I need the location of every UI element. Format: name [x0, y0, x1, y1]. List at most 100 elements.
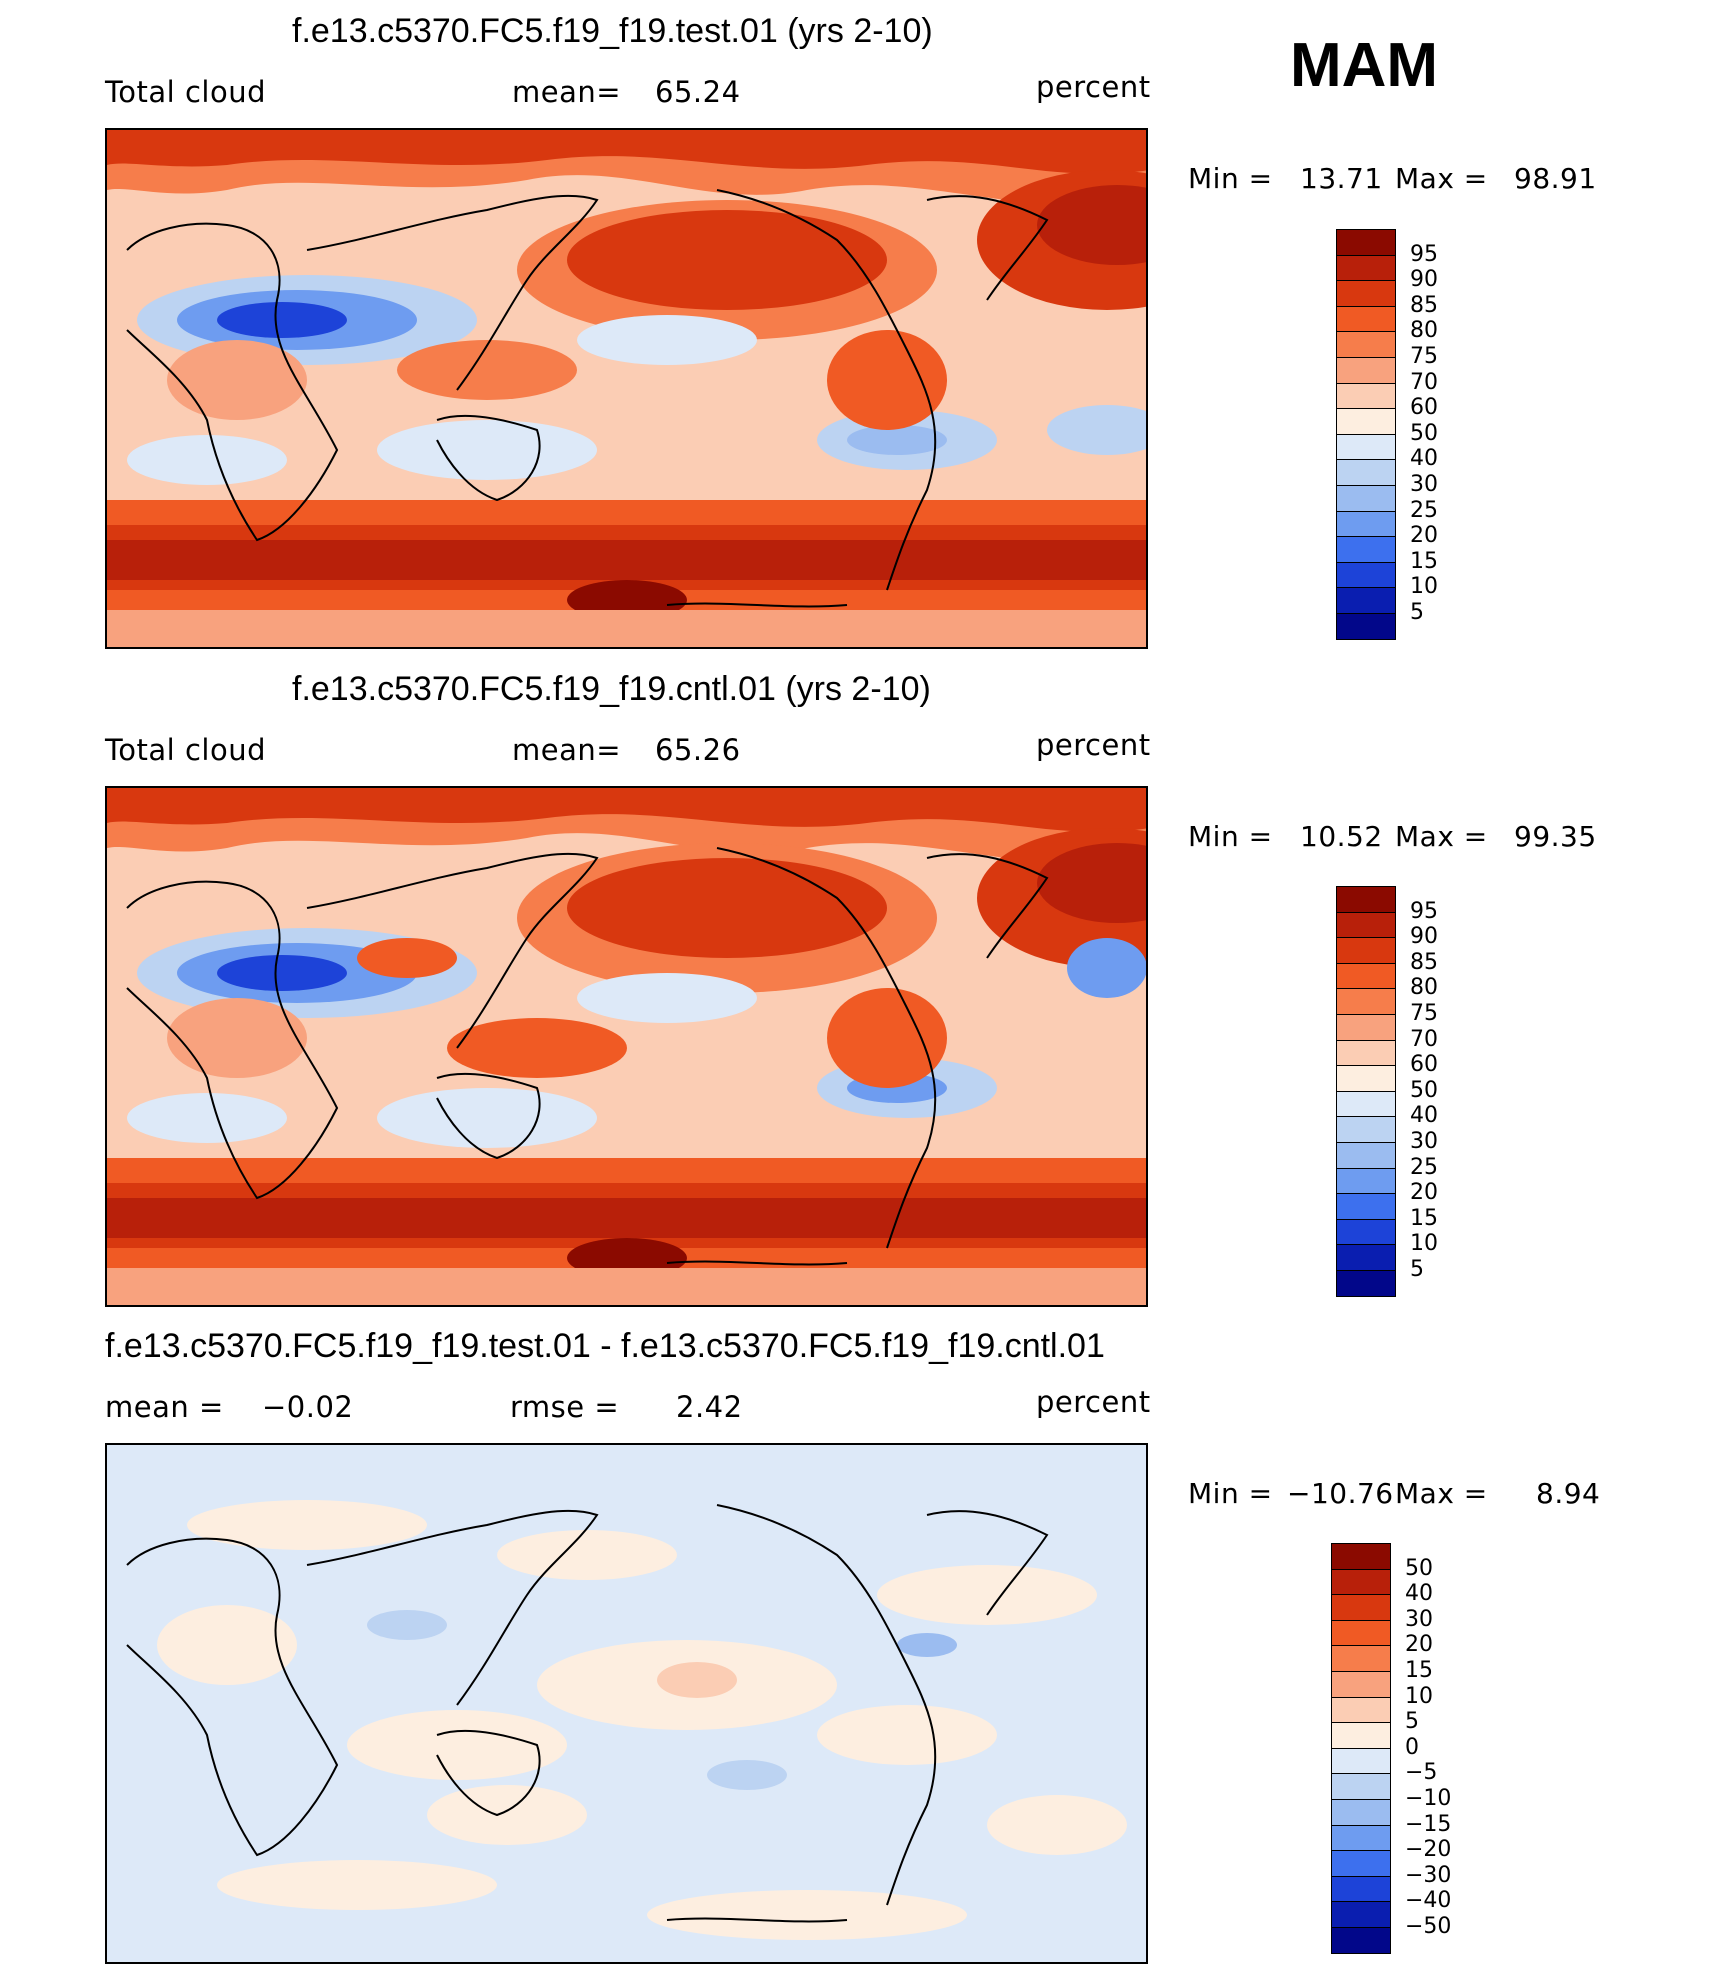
panel-2-min-value: 10.52: [1300, 820, 1383, 853]
panel-3-colorbar-tick-label: −30: [1405, 1862, 1452, 1888]
panel-1-colorbar-tick-label: 20: [1410, 523, 1438, 549]
panel-3-map: [105, 1443, 1148, 1964]
panel-1-colorbar-swatch: [1336, 254, 1396, 282]
panel-3-colorbar-swatch: [1331, 1773, 1391, 1800]
panel-1-colorbar-swatch: [1336, 561, 1396, 589]
panel-2-colorbar-tick-label: 95: [1410, 898, 1438, 924]
panel-1-colorbar-swatch: [1336, 280, 1396, 307]
panel-1-colorbar-tick-label: 75: [1410, 344, 1438, 369]
panel-1-colorbar-tick-label: 15: [1410, 548, 1438, 574]
panel-3-colorbar-tick-label: −20: [1405, 1837, 1452, 1863]
panel-2-map: [105, 786, 1148, 1307]
panel-1-colorbar-tick-label: 40: [1410, 446, 1438, 472]
panel-3-colorbar-swatch: [1331, 1543, 1391, 1570]
panel-3-colorbar-tick-label: 15: [1405, 1658, 1433, 1683]
panel-3-mean-label: mean =: [105, 1390, 224, 1424]
panel-2-colorbar-swatch: [1336, 1090, 1396, 1118]
panel-2-max-label: Max =: [1395, 820, 1488, 853]
panel-3-max-label: Max =: [1395, 1477, 1488, 1510]
panel-1-mean-label: mean=: [512, 75, 622, 109]
panel-3-colorbar-tick-label: 5: [1405, 1709, 1419, 1735]
panel-3-rmse-label: rmse =: [510, 1390, 620, 1424]
panel-3-title: f.e13.c5370.FC5.f19_f19.test.01 - f.e13.…: [105, 1327, 1105, 1365]
panel-2-colorbar-tick-label: 50: [1410, 1077, 1438, 1103]
panel-2-variable-label: Total cloud: [105, 733, 266, 767]
panel-1-map: [105, 128, 1148, 649]
panel-1-map-canvas: [107, 130, 1146, 647]
panel-1-colorbar-swatch: [1336, 408, 1396, 435]
panel-1-mean-value: 65.24: [655, 75, 741, 109]
panel-2-colorbar-tick-label: 80: [1410, 975, 1438, 1001]
panel-2-colorbar-swatch: [1336, 1270, 1396, 1297]
panel-1-colorbar-tick-label: 85: [1410, 292, 1438, 318]
panel-3-colorbar-tick-label: −10: [1405, 1786, 1452, 1811]
panel-3-colorbar-swatch: [1331, 1875, 1391, 1903]
panel-3-colorbar-tick-label: −40: [1405, 1888, 1452, 1914]
panel-1-variable-label: Total cloud: [105, 75, 266, 109]
panel-2-colorbar-swatch: [1336, 911, 1396, 939]
panel-1-colorbar-swatch: [1336, 510, 1396, 538]
panel-1-colorbar-swatch: [1336, 536, 1396, 563]
panel-1-colorbar-swatch: [1336, 305, 1396, 333]
panel-2-colorbar-swatch: [1336, 1193, 1396, 1220]
panel-2-min-label: Min =: [1188, 820, 1273, 853]
panel-2-colorbar-swatch: [1336, 1014, 1396, 1041]
panel-3-colorbar-tick-label: 10: [1405, 1683, 1433, 1709]
panel-2-colorbar-swatch: [1336, 1142, 1396, 1169]
panel-3-colorbar-tick-label: 40: [1405, 1581, 1433, 1607]
panel-2-colorbar-tick-label: 30: [1410, 1129, 1438, 1154]
panel-2-colorbar-tick-label: 40: [1410, 1103, 1438, 1129]
panel-1-colorbar-tick-label: 90: [1410, 267, 1438, 293]
panel-3-colorbar-swatch: [1331, 1824, 1391, 1852]
panel-3-colorbar-swatch: [1331, 1696, 1391, 1724]
panel-2-colorbar-tick-label: 90: [1410, 924, 1438, 950]
panel-3-colorbar-swatch: [1331, 1568, 1391, 1596]
panel-2-colorbar-swatch: [1336, 1039, 1396, 1067]
panel-1-colorbar-tick-label: 25: [1410, 497, 1438, 523]
panel-2-colorbar-tick-label: 85: [1410, 949, 1438, 975]
panel-3-colorbar-swatch: [1331, 1722, 1391, 1749]
panel-2-map-canvas: [107, 788, 1146, 1305]
panel-2-colorbar-tick-label: 70: [1410, 1026, 1438, 1052]
panel-2-colorbar-tick-label: 20: [1410, 1180, 1438, 1206]
panel-1-colorbar-tick-label: 5: [1410, 600, 1424, 625]
panel-3-mean-value: −0.02: [262, 1390, 354, 1424]
panel-3-colorbar-swatch: [1331, 1799, 1391, 1826]
panel-1-colorbar-swatch: [1336, 331, 1396, 358]
panel-3-colorbar-tick-label: 20: [1405, 1632, 1433, 1658]
panel-1-colorbar-tick-label: 80: [1410, 318, 1438, 344]
panel-2-colorbar-swatch: [1336, 886, 1396, 913]
panel-1-colorbar-swatch: [1336, 613, 1396, 640]
panel-2-mean-value: 65.26: [655, 733, 741, 767]
panel-3-colorbar-swatch: [1331, 1927, 1391, 1954]
panel-2-colorbar-swatch: [1336, 988, 1396, 1015]
panel-1-colorbar-swatch: [1336, 382, 1396, 410]
panel-1-title: f.e13.c5370.FC5.f19_f19.test.01 (yrs 2-1…: [292, 12, 933, 50]
panel-1-units: percent: [1036, 70, 1151, 104]
panel-2-colorbar-tick-label: 5: [1410, 1257, 1424, 1282]
panel-3-colorbar-tick-label: −50: [1405, 1914, 1452, 1939]
panel-1-max-value: 98.91: [1514, 162, 1597, 195]
panel-3-colorbar-swatch: [1331, 1619, 1391, 1647]
panel-2-max-value: 99.35: [1514, 820, 1597, 853]
panel-2-colorbar-tick-label: 15: [1410, 1205, 1438, 1231]
panel-1-colorbar-tick-label: 70: [1410, 369, 1438, 395]
panel-2-colorbar-tick-label: 75: [1410, 1001, 1438, 1026]
panel-3-max-value: 8.94: [1536, 1477, 1601, 1510]
panel-3-colorbar-swatch: [1331, 1901, 1391, 1928]
panel-3-colorbar-swatch: [1331, 1671, 1391, 1698]
panel-2-title: f.e13.c5370.FC5.f19_f19.cntl.01 (yrs 2-1…: [292, 670, 931, 708]
panel-3-colorbar-tick-label: 50: [1405, 1555, 1433, 1581]
panel-1-min-value: 13.71: [1300, 162, 1383, 195]
panel-1-colorbar-swatch: [1336, 485, 1396, 512]
panel-1-colorbar-tick-label: 50: [1410, 420, 1438, 446]
panel-3-rmse-value: 2.42: [676, 1390, 743, 1424]
panel-3-colorbar-swatch: [1331, 1645, 1391, 1672]
panel-2-colorbar-tick-label: 10: [1410, 1231, 1438, 1257]
panel-2-colorbar-swatch: [1336, 962, 1396, 990]
panel-1-max-label: Max =: [1395, 162, 1488, 195]
panel-2-units: percent: [1036, 728, 1151, 762]
panel-3-colorbar-swatch: [1331, 1850, 1391, 1877]
panel-2-colorbar-swatch: [1336, 1167, 1396, 1195]
season-label: MAM: [1290, 31, 1439, 100]
